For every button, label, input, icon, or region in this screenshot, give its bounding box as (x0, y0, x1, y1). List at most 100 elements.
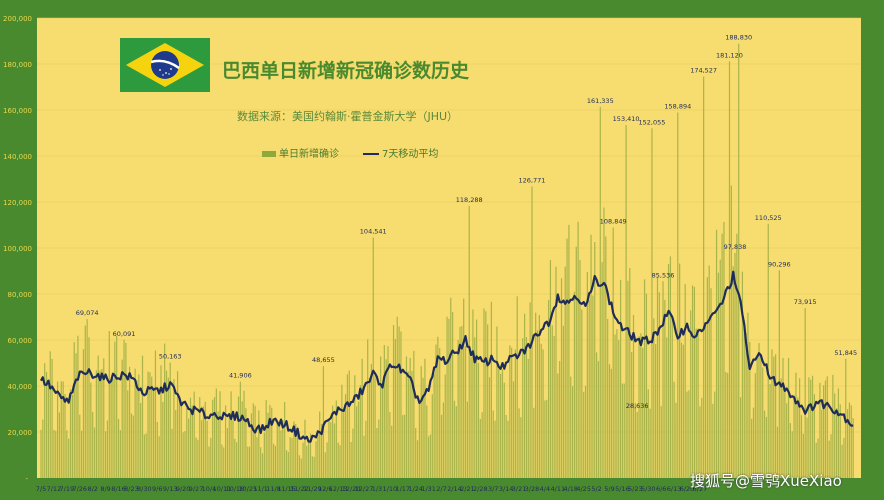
daily-bar (520, 417, 522, 478)
daily-bar (658, 292, 660, 478)
daily-bar (728, 61, 731, 478)
daily-bar (306, 445, 308, 478)
daily-bar (730, 185, 732, 479)
daily-bar (416, 440, 419, 478)
data-label: 69,074 (76, 309, 99, 317)
daily-bar (544, 400, 546, 478)
daily-bar (77, 335, 79, 478)
daily-bar (348, 370, 350, 478)
daily-bar (343, 412, 345, 478)
daily-bar (786, 403, 788, 478)
daily-bar (51, 358, 53, 478)
daily-bar (302, 442, 304, 478)
x-tick-label: 9/20 (176, 485, 191, 493)
daily-bar (125, 342, 127, 478)
data-label: 158,894 (664, 103, 691, 111)
daily-bar (237, 396, 240, 478)
daily-bar (79, 414, 81, 478)
data-label: 118,288 (456, 196, 483, 204)
daily-bar (261, 453, 264, 478)
daily-bar (616, 329, 618, 478)
daily-bar (588, 299, 590, 478)
daily-bar (509, 345, 511, 478)
daily-bar (250, 413, 253, 478)
daily-bar (361, 358, 363, 478)
daily-bar (160, 365, 162, 478)
daily-bar (464, 345, 467, 478)
daily-bar (112, 378, 114, 478)
daily-bar (721, 233, 723, 478)
daily-bar (295, 423, 297, 478)
daily-bar (488, 377, 491, 478)
daily-bar (169, 362, 171, 478)
daily-bar (285, 450, 288, 478)
daily-bar (195, 437, 197, 478)
daily-bar (81, 430, 83, 478)
moving-average-path (40, 270, 854, 443)
daily-bar (324, 452, 326, 478)
daily-bar (93, 427, 96, 478)
x-tick-label: 7/26 (72, 485, 87, 493)
daily-bar (703, 76, 705, 479)
daily-bar (710, 288, 712, 478)
data-label: 97,838 (724, 243, 747, 251)
daily-bar (213, 397, 216, 478)
daily-bar (828, 440, 830, 478)
daily-bar (442, 402, 444, 478)
daily-bar (608, 364, 611, 478)
daily-bar (619, 279, 622, 478)
x-tick-label: 5/9 (604, 485, 614, 493)
daily-bar (789, 423, 791, 478)
x-tick-label: 8/23 (124, 485, 139, 493)
daily-bar (573, 291, 576, 478)
daily-bar (330, 422, 332, 478)
daily-bar (158, 436, 160, 478)
daily-bar (752, 407, 755, 478)
daily-bar (230, 391, 232, 478)
x-tick-label: 1/24 (408, 485, 423, 493)
daily-bar (62, 381, 64, 478)
daily-bar (535, 312, 537, 478)
daily-bar (605, 236, 607, 478)
data-label: 126,771 (519, 176, 546, 184)
daily-bar (389, 412, 391, 478)
daily-bar (278, 425, 280, 478)
daily-bar (743, 319, 745, 478)
daily-bar (411, 370, 413, 478)
daily-bar (688, 390, 690, 478)
daily-bar (164, 343, 166, 478)
daily-bar (461, 325, 463, 478)
daily-bar (485, 311, 487, 478)
daily-bar (594, 242, 596, 478)
daily-bar (90, 382, 92, 478)
daily-bar (391, 425, 393, 478)
daily-bar (293, 421, 295, 478)
y-tick-label: - (25, 475, 28, 483)
daily-bar (765, 416, 768, 478)
x-tick-label: 7/5 (36, 485, 46, 493)
daily-bar (136, 380, 138, 478)
daily-bar (165, 370, 168, 478)
daily-bar (507, 420, 509, 478)
daily-bar (727, 372, 729, 478)
x-tick-label: 3/7 (488, 485, 498, 493)
daily-bar (776, 426, 779, 478)
data-label: 152,055 (639, 118, 666, 126)
x-tick-label: 5/16 (615, 485, 630, 493)
daily-bar (221, 444, 223, 478)
daily-bar (346, 374, 349, 478)
daily-bar (793, 395, 795, 478)
daily-bar (114, 341, 116, 478)
legend-bar-label: 单日新增确诊 (279, 149, 339, 160)
daily-bar (775, 354, 777, 478)
daily-bar (581, 309, 583, 478)
daily-bar (428, 436, 430, 478)
y-axis-ticks: - 20,000 40,000 60,000 80,000 100,000 120,000 1… (3, 15, 32, 483)
daily-bar (603, 207, 605, 479)
daily-bar (675, 402, 677, 478)
daily-bar (660, 406, 662, 478)
data-label: 48,655 (312, 356, 335, 364)
daily-bar (103, 358, 105, 478)
daily-bar (623, 383, 625, 478)
daily-bar (804, 307, 806, 478)
